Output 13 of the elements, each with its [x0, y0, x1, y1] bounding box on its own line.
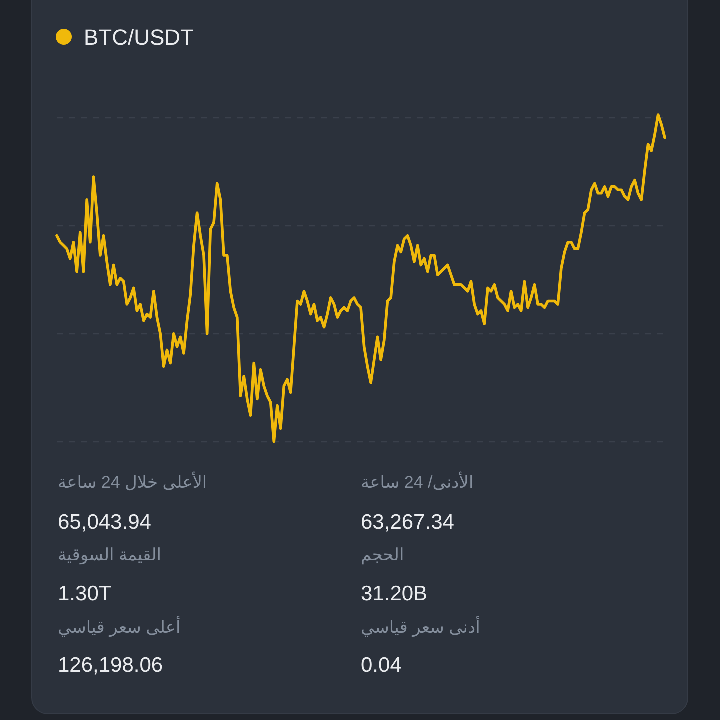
text: 0.04: [361, 654, 402, 677]
text: الأدنى/ 24 ساعة: [361, 471, 474, 492]
text: أعلى سعر قياسي: [58, 616, 181, 638]
legend-label: BTC/USDT: [84, 25, 194, 50]
text: الأعلى خلال 24 ساعة: [58, 471, 208, 492]
text: الحجم: [361, 546, 404, 566]
text: أدنى سعر قياسي: [361, 616, 480, 638]
text: 63,267.34: [361, 511, 455, 534]
text: 126,198.06: [58, 654, 164, 677]
text: 31.20B: [361, 582, 428, 606]
text: 1.30T: [58, 582, 112, 606]
text: 65,043.94: [58, 511, 152, 534]
text: القيمة السوقية: [58, 546, 162, 566]
